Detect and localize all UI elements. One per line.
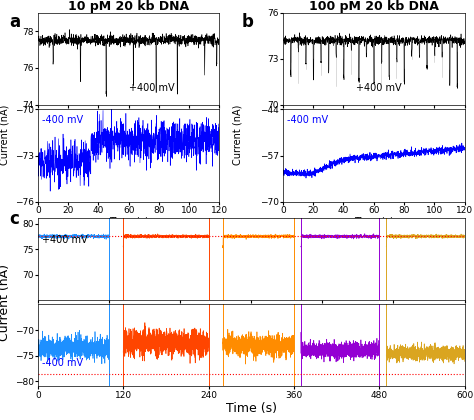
Title: 10 pM 20 kb DNA: 10 pM 20 kb DNA bbox=[68, 0, 189, 13]
Text: -400 mV: -400 mV bbox=[42, 358, 83, 368]
Text: -400 mV: -400 mV bbox=[42, 115, 82, 125]
Text: Current (nA): Current (nA) bbox=[232, 104, 242, 165]
Text: b: b bbox=[242, 13, 254, 31]
Text: +400 mV: +400 mV bbox=[128, 83, 174, 93]
Text: +400 mV: +400 mV bbox=[356, 83, 401, 93]
Text: Current (nA): Current (nA) bbox=[0, 264, 11, 341]
Title: 100 pM 20 kb DNA: 100 pM 20 kb DNA bbox=[309, 0, 439, 13]
Text: -400 mV: -400 mV bbox=[287, 115, 328, 125]
Text: Current (nA): Current (nA) bbox=[0, 104, 10, 165]
X-axis label: Time (s): Time (s) bbox=[354, 216, 393, 226]
Text: a: a bbox=[9, 13, 20, 31]
X-axis label: Time (s): Time (s) bbox=[109, 216, 148, 226]
Text: c: c bbox=[9, 210, 19, 228]
Text: +400 mV: +400 mV bbox=[42, 235, 88, 245]
X-axis label: Time (s): Time (s) bbox=[226, 402, 277, 415]
